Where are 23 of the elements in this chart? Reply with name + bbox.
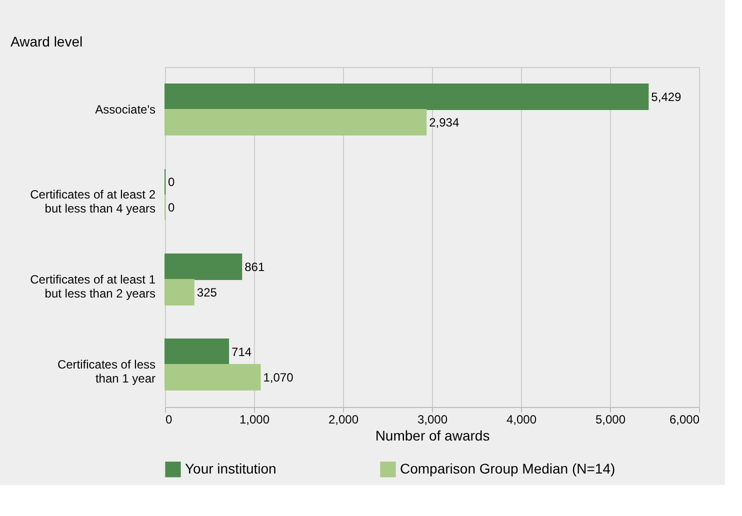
data-label: 0 [168, 200, 175, 214]
data-label: 325 [196, 285, 218, 300]
data-label: 861 [244, 260, 265, 274]
x-tick-label: 5,000 [595, 412, 626, 426]
y-tick-label: Certificates of at least 2 but less than 4 years [30, 188, 156, 216]
data-label: 0 [168, 174, 175, 189]
y-tick-label: Certificates of less than 1 year [57, 358, 156, 386]
data-label: 714 [232, 344, 252, 359]
legend-label: Your institution [185, 460, 276, 476]
x-axis-title: Number of awards [375, 428, 490, 444]
y-tick-label: Certificates of at least 1 but less than 2 years [30, 272, 156, 300]
x-tick-label: 3,000 [417, 412, 448, 426]
x-tick-label: 2,000 [328, 412, 359, 426]
x-tick-label: 4,000 [506, 412, 537, 426]
data-label: 2,934 [429, 115, 460, 130]
y-tick-label: Associate's [95, 102, 156, 116]
legend-label: Comparison Group Median (N=14) [400, 460, 616, 476]
x-tick-label: 1,000 [239, 412, 270, 426]
y-axis-title: Award level [10, 34, 83, 50]
data-label: 5,429 [651, 90, 682, 104]
x-tick-label: 6,000 [669, 412, 700, 426]
x-tick-label: 0 [166, 412, 172, 426]
data-label: 1,070 [263, 370, 294, 384]
